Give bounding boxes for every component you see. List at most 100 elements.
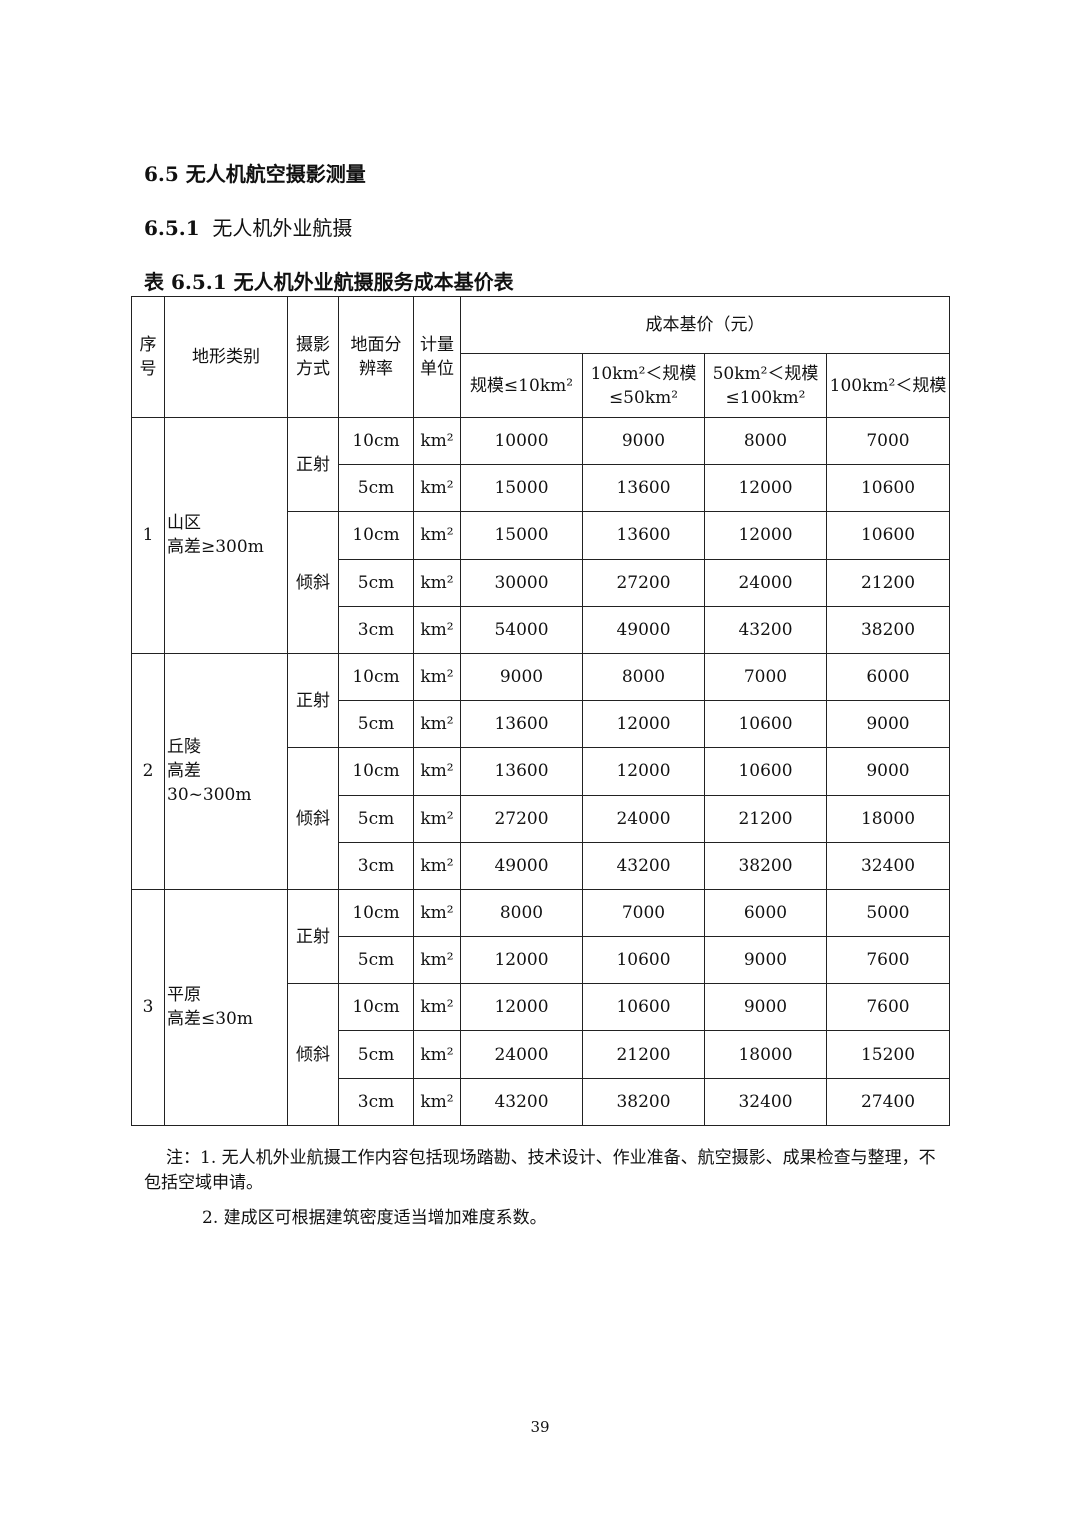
resolution: 10cm	[338, 983, 414, 1032]
terrain-cell: 山区 高差≥300m	[164, 417, 288, 654]
table-row: 2 丘陵 高差 30~300m 正射 10cm km² 9000 8000 7000 6000	[131, 652, 950, 890]
row-number: 3	[131, 888, 165, 1126]
terrain-name: 山区	[167, 513, 201, 534]
price-cell: 32400	[826, 841, 950, 890]
unit: km²	[413, 747, 461, 796]
price-cell: 12000	[704, 511, 827, 560]
price-cell: 12000	[460, 983, 583, 1032]
resolution: 3cm	[338, 1077, 414, 1126]
price-cell: 38200	[582, 1077, 705, 1126]
price-cell: 12000	[582, 747, 705, 796]
unit: km²	[413, 841, 461, 890]
resolution: 5cm	[338, 936, 414, 985]
price-cell: 10600	[704, 747, 827, 796]
table-row: 5cm km² 12000 10600 9000 7600	[132, 936, 950, 985]
price-cell: 24000	[460, 1030, 583, 1079]
photo-mode: 正射	[287, 416, 339, 513]
price-cell: 30000	[460, 558, 583, 607]
price-cell: 7000	[704, 652, 827, 702]
price-cell: 21200	[582, 1030, 705, 1079]
price-cell: 7600	[826, 936, 950, 985]
table-row: 3 平原 高差≤30m 正射 10cm km² 8000 7000 6000 5000	[131, 888, 950, 1126]
photo-mode: 倾斜	[287, 983, 339, 1126]
table-row: 5cm km² 24000 21200 18000 15200	[132, 1030, 950, 1079]
cost-table: 序号 地形类别 摄影方式 地面分辨率 计量单位 成本基价（元） 规模≤10km²…	[131, 296, 950, 1126]
price-cell: 5000	[826, 888, 950, 938]
header-price-group: 成本基价（元）	[460, 296, 950, 354]
price-cell: 24000	[704, 558, 827, 607]
header-scale-3: 50km²＜规模≤100km²	[704, 353, 827, 418]
price-cell: 43200	[704, 605, 827, 654]
price-cell: 9000	[704, 936, 827, 985]
terrain-cell: 丘陵高差 30~300m	[164, 652, 288, 890]
unit: km²	[413, 1030, 461, 1079]
price-cell: 8000	[582, 652, 705, 702]
header-unit: 计量单位	[413, 296, 461, 418]
price-cell: 15000	[460, 511, 583, 560]
price-cell: 15200	[826, 1030, 950, 1079]
table-row: 倾斜 10cm km² 12000 10600 9000 7600	[132, 983, 950, 1126]
table-row: 倾斜 10cm km² 13600 12000 10600 9000	[132, 747, 950, 890]
table-caption: 表 6.5.1 无人机外业航摄服务成本基价表	[144, 270, 514, 294]
unit: km²	[413, 983, 461, 1032]
table-row: 倾斜 10cm km² 15000 13600 12000 10600	[132, 511, 950, 654]
price-cell: 7000	[826, 416, 950, 466]
price-cell: 6000	[704, 888, 827, 938]
price-cell: 6000	[826, 652, 950, 702]
terrain-cell: 平原 高差≤30m	[164, 888, 288, 1126]
unit: km²	[413, 936, 461, 985]
resolution: 10cm	[338, 511, 414, 560]
unit: km²	[413, 1077, 461, 1126]
price-cell: 7600	[826, 983, 950, 1032]
header-mode: 摄影方式	[287, 296, 339, 418]
subsection-number: 6.5.1	[144, 216, 200, 240]
table-row: 3cm km² 49000 43200 38200 32400	[132, 841, 950, 890]
price-cell: 18000	[704, 1030, 827, 1079]
terrain-elevation: 高差 30~300m	[167, 761, 252, 806]
price-cell: 10600	[826, 464, 950, 513]
price-cell: 49000	[460, 841, 583, 890]
price-cell: 12000	[582, 700, 705, 749]
terrain-elevation: 高差≤30m	[167, 1009, 253, 1030]
price-cell: 9000	[704, 983, 827, 1032]
unit: km²	[413, 652, 461, 702]
price-cell: 8000	[704, 416, 827, 466]
page-number: 39	[530, 1418, 550, 1436]
price-cell: 15000	[460, 464, 583, 513]
table-row: 5cm km² 30000 27200 24000 21200	[132, 558, 950, 607]
header-scale-2: 10km²＜规模≤50km²	[582, 353, 705, 418]
price-cell: 21200	[704, 794, 827, 843]
price-cell: 9000	[826, 747, 950, 796]
price-cell: 13600	[460, 700, 583, 749]
resolution: 5cm	[338, 700, 414, 749]
resolution: 5cm	[338, 794, 414, 843]
table-row: 3cm km² 43200 38200 32400 27400	[132, 1077, 950, 1126]
price-cell: 10600	[704, 700, 827, 749]
photo-mode: 倾斜	[287, 511, 339, 654]
price-cell: 13600	[582, 511, 705, 560]
price-cell: 32400	[704, 1077, 827, 1126]
table-row: 5cm km² 15000 13600 12000 10600	[132, 464, 950, 513]
price-cell: 21200	[826, 558, 950, 607]
photo-mode: 正射	[287, 652, 339, 749]
subsection-title: 6.5.1 无人机外业航摄	[144, 212, 352, 241]
subsection-text: 无人机外业航摄	[212, 216, 353, 240]
price-cell: 7000	[582, 888, 705, 938]
terrain-name: 丘陵	[167, 737, 201, 758]
resolution: 5cm	[338, 1030, 414, 1079]
price-cell: 27400	[826, 1077, 950, 1126]
resolution: 10cm	[338, 652, 414, 702]
price-cell: 43200	[460, 1077, 583, 1126]
unit: km²	[413, 511, 461, 560]
price-cell: 27200	[460, 794, 583, 843]
price-cell: 43200	[582, 841, 705, 890]
price-cell: 10000	[460, 416, 583, 466]
resolution: 3cm	[338, 605, 414, 654]
row-number: 2	[131, 652, 165, 890]
price-cell: 18000	[826, 794, 950, 843]
header-scale-4: 100km²＜规模	[826, 353, 950, 418]
price-cell: 9000	[826, 700, 950, 749]
price-cell: 27200	[582, 558, 705, 607]
table-row: 3cm km² 54000 49000 43200 38200	[132, 605, 950, 654]
price-cell: 10600	[582, 983, 705, 1032]
